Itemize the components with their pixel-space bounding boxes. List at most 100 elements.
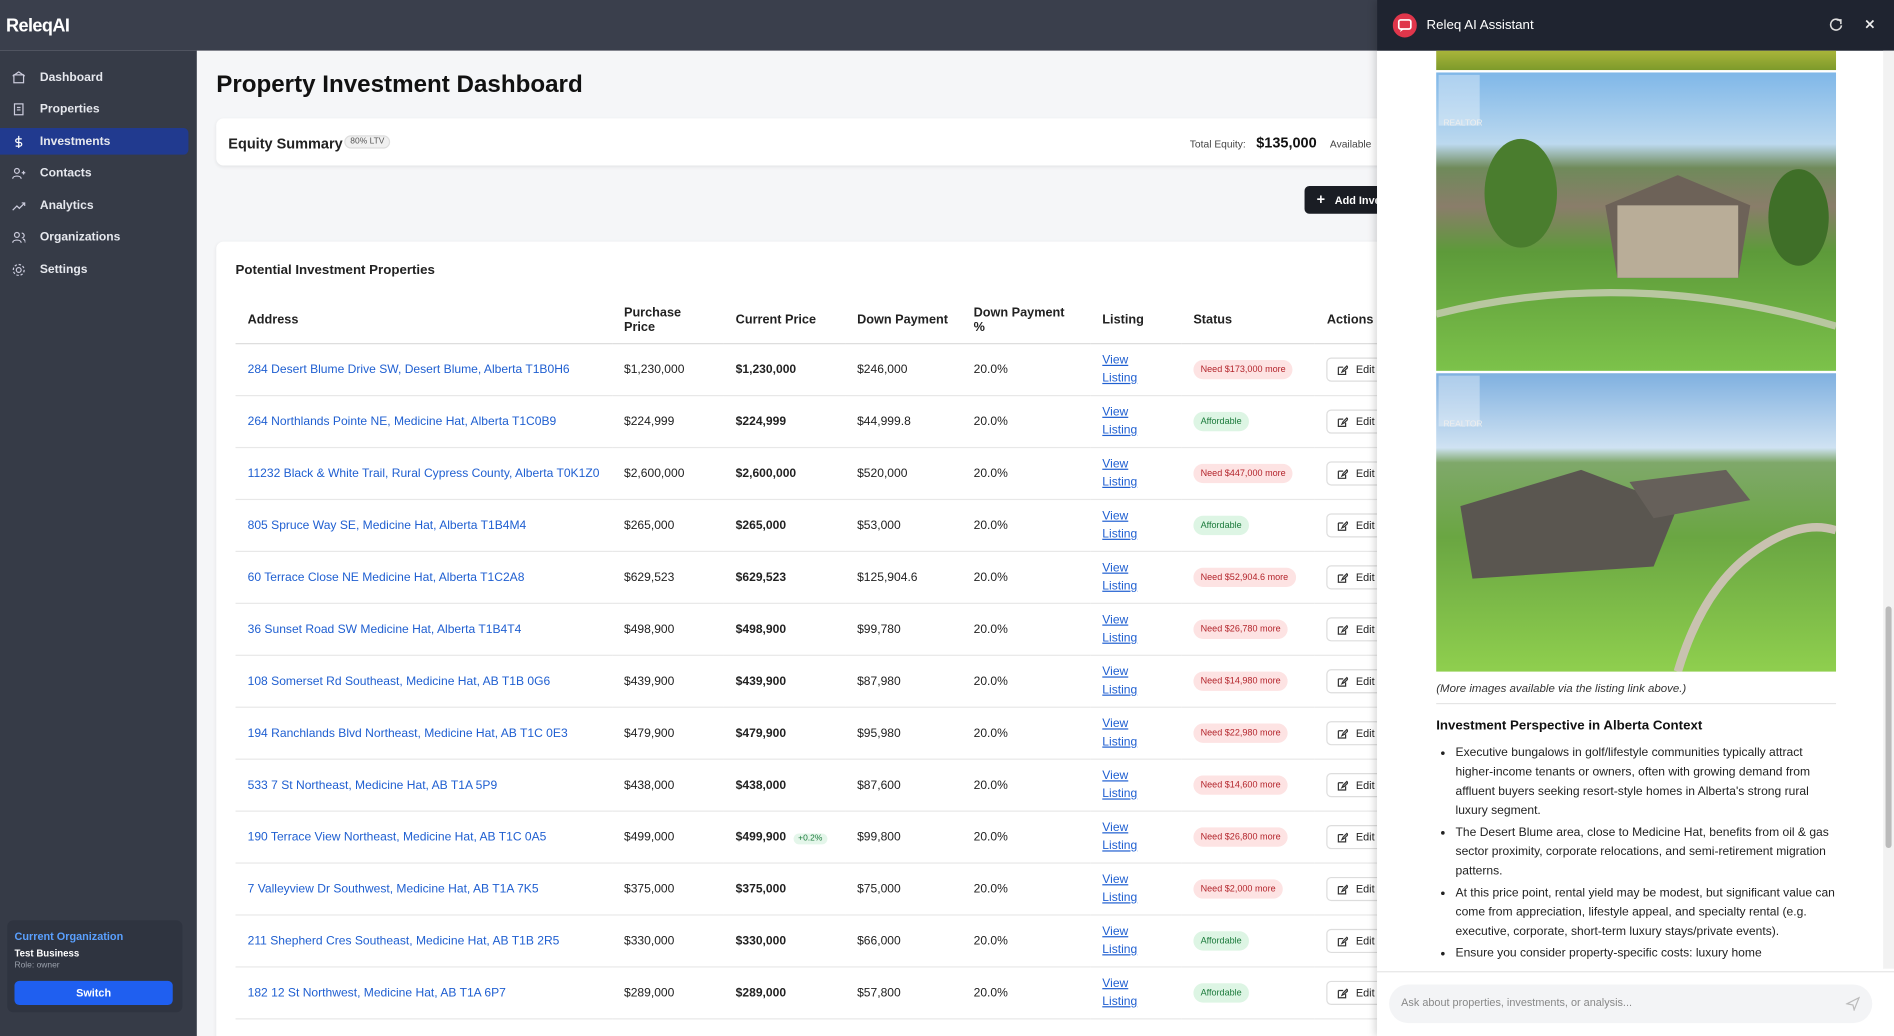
path: [12, 70, 26, 76]
rect: [1617, 205, 1739, 278]
nav-item[interactable]: Investments: [0, 128, 189, 155]
address[interactable]: 264 Northlands Pointe NE, Medicine Hat, …: [235, 395, 612, 449]
current-price: $2,600,000: [723, 447, 845, 501]
down-payment-pct: 20.0%: [961, 811, 1091, 864]
address[interactable]: 211 Shepherd Cres Southeast, Medicine Ha…: [235, 914, 612, 968]
refresh-button[interactable]: [1829, 17, 1843, 31]
assistant-title: Releq AI Assistant: [1426, 18, 1534, 33]
edit-icon: [1338, 520, 1349, 531]
address[interactable]: 60 Terrace Close NE Medicine Hat, Albert…: [235, 551, 612, 604]
path: [1436, 288, 1837, 330]
address[interactable]: 182 12 St Northwest, Medicine Hat, AB T1…: [235, 966, 612, 1020]
address[interactable]: 36 Sunset Road SW Medicine Hat, Alberta …: [235, 603, 612, 656]
nav-item[interactable]: Dashboard: [0, 64, 188, 91]
listing-cell: View Listing: [1090, 447, 1182, 501]
edit-button[interactable]: Edit: [1326, 409, 1386, 434]
org-role: Role: owner: [14, 961, 60, 970]
listing-cell: View Listing: [1090, 499, 1182, 553]
status-badge: Need $22,980 more: [1193, 723, 1288, 743]
switch-button[interactable]: Switch: [14, 980, 173, 1005]
view-listing-link[interactable]: View Listing: [1102, 925, 1138, 957]
down-payment: $99,800: [844, 811, 962, 864]
listing-cell: View Listing: [1090, 603, 1182, 656]
address[interactable]: 108 Somerset Rd Southeast, Medicine Hat,…: [235, 655, 612, 708]
bullet: At this price point, rental yield may be…: [1456, 884, 1841, 942]
down-payment-pct: 20.0%: [961, 655, 1091, 708]
purchase-price: $330,000: [611, 914, 724, 968]
view-listing-link[interactable]: View Listing: [1102, 873, 1138, 905]
address[interactable]: 7 Valleyview Dr Southwest, Medicine Hat,…: [235, 863, 612, 916]
nav-item[interactable]: Analytics: [0, 192, 188, 219]
edit-button[interactable]: Edit: [1326, 773, 1386, 798]
address[interactable]: 805 Spruce Way SE, Medicine Hat, Alberta…: [235, 499, 612, 553]
send-button[interactable]: [1845, 996, 1861, 1012]
scrollbar: [1883, 50, 1894, 969]
answer-body: Executive bungalows in golf/lifestyle co…: [1436, 734, 1841, 964]
chat-input[interactable]: Ask about properties, investments, or an…: [1389, 984, 1873, 1024]
path: [1338, 416, 1349, 427]
status-badge: Need $2,000 more: [1193, 879, 1283, 899]
down-payment-pct: 20.0%: [961, 447, 1091, 501]
status-badge: Need $26,800 more: [1193, 827, 1288, 847]
nav-item[interactable]: Properties: [0, 96, 188, 123]
listing-cell: View Listing: [1090, 966, 1182, 1020]
path: [1338, 624, 1349, 635]
address[interactable]: 533 7 St Northeast, Medicine Hat, AB T1A…: [235, 759, 612, 812]
scroll-thumb: [1885, 606, 1892, 848]
view-listing-link[interactable]: View Listing: [1102, 613, 1138, 646]
column-header: Down Payment: [844, 295, 962, 345]
view-listing-link[interactable]: View Listing: [1102, 561, 1138, 594]
view-listing-link[interactable]: View Listing: [1102, 665, 1138, 697]
edit-label: Edit: [1355, 675, 1375, 688]
nav-item[interactable]: Organizations: [0, 224, 188, 251]
table-row: 194 Ranchlands Blvd Northeast, Medicine …: [235, 707, 1425, 760]
close-button[interactable]: [1864, 18, 1876, 30]
view-listing-link[interactable]: View Listing: [1102, 717, 1138, 749]
edit-button[interactable]: Edit: [1326, 461, 1386, 486]
address[interactable]: 194 Ranchlands Blvd Northeast, Medicine …: [235, 707, 612, 760]
table-row: 264 Northlands Pointe NE, Medicine Hat, …: [235, 395, 1425, 449]
purchase-price: $498,900: [611, 603, 724, 656]
view-listing-link[interactable]: View Listing: [1102, 769, 1138, 801]
edit-icon: [1338, 468, 1349, 479]
nav-label: Contacts: [39, 166, 92, 180]
edit-button[interactable]: Edit: [1326, 565, 1386, 590]
address[interactable]: 284 Desert Blume Drive SW, Desert Blume,…: [235, 343, 612, 397]
view-listing-link[interactable]: View Listing: [1102, 457, 1138, 490]
nav-item[interactable]: Settings: [0, 256, 188, 283]
edit-label: Edit: [1355, 519, 1375, 532]
status-cell: Affordable: [1181, 966, 1315, 1020]
edit-button[interactable]: Edit: [1326, 928, 1386, 954]
purchase-price: $438,000: [611, 759, 724, 812]
path: [1829, 18, 1843, 31]
edit-label: Edit: [1355, 934, 1375, 948]
listing-cell: View Listing: [1090, 395, 1182, 449]
status-cell: Need $14,980 more: [1181, 655, 1315, 708]
plus-icon: +: [1316, 190, 1326, 208]
current-price-value: $265,000: [735, 518, 787, 533]
current-price: $439,900: [723, 655, 845, 708]
current-price: $479,900: [723, 707, 845, 760]
edit-button[interactable]: Edit: [1326, 721, 1386, 746]
table: Address Purchase Price Current Price Down P…: [235, 295, 1425, 1020]
edit-button[interactable]: Edit: [1326, 357, 1386, 382]
down-payment: $75,000: [844, 863, 962, 916]
view-listing-link[interactable]: View Listing: [1102, 509, 1138, 542]
path: [1338, 364, 1349, 375]
purchase-price: $1,230,000: [611, 343, 724, 397]
edit-button[interactable]: Edit: [1326, 825, 1386, 850]
divider: [1436, 703, 1837, 705]
view-listing-link[interactable]: View Listing: [1102, 821, 1138, 853]
nav-item[interactable]: Contacts: [0, 160, 188, 187]
view-listing-link[interactable]: View Listing: [1102, 353, 1138, 386]
view-listing-link[interactable]: View Listing: [1102, 977, 1138, 1009]
edit-button[interactable]: Edit: [1326, 513, 1386, 538]
org-box: Current Organization Test Business Role:…: [7, 920, 183, 1013]
purchase-price: $2,600,000: [611, 447, 724, 501]
listing-cell: View Listing: [1090, 759, 1182, 812]
address[interactable]: 11232 Black & White Trail, Rural Cypress…: [235, 447, 612, 501]
address[interactable]: 190 Terrace View Northeast, Medicine Hat…: [235, 811, 612, 864]
rect: [13, 103, 24, 116]
view-listing-link[interactable]: View Listing: [1102, 405, 1138, 438]
edit-button[interactable]: Edit: [1326, 876, 1386, 902]
